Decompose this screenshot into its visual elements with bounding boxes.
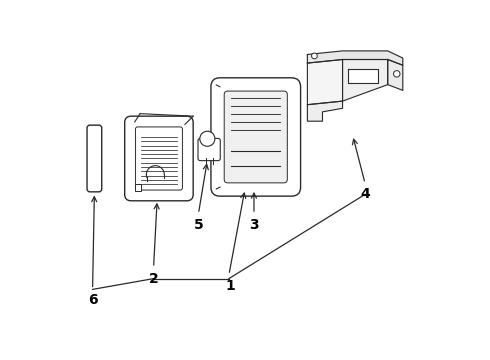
Circle shape <box>312 53 318 59</box>
FancyBboxPatch shape <box>87 125 102 192</box>
Text: 5: 5 <box>194 218 203 232</box>
Circle shape <box>393 71 400 77</box>
Text: 2: 2 <box>148 271 158 285</box>
FancyBboxPatch shape <box>135 127 182 190</box>
Text: 6: 6 <box>88 293 98 307</box>
Polygon shape <box>343 59 388 101</box>
Bar <box>135 184 141 191</box>
FancyBboxPatch shape <box>224 91 287 183</box>
Polygon shape <box>307 59 343 105</box>
Polygon shape <box>307 101 343 121</box>
Text: 1: 1 <box>226 279 236 293</box>
FancyBboxPatch shape <box>211 78 300 196</box>
Text: 4: 4 <box>360 187 370 201</box>
Circle shape <box>200 131 215 146</box>
Polygon shape <box>307 51 403 65</box>
Polygon shape <box>347 69 378 83</box>
FancyBboxPatch shape <box>124 116 193 201</box>
Text: 3: 3 <box>249 218 259 232</box>
FancyBboxPatch shape <box>198 138 220 161</box>
Polygon shape <box>388 59 403 90</box>
